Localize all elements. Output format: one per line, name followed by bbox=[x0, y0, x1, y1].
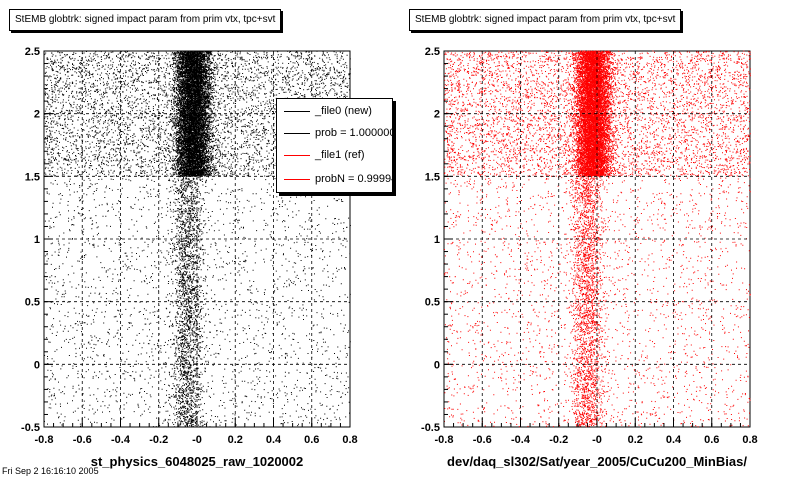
y-tick-label: 0 bbox=[434, 359, 440, 371]
legend-line-file1 bbox=[284, 155, 310, 156]
timestamp-footer: Fri Sep 2 16:16:10 2005 bbox=[2, 466, 99, 476]
x-tick-label: -0.6 bbox=[73, 434, 92, 446]
y-tick-label: 2.5 bbox=[25, 46, 40, 58]
x-tick-label: -0.6 bbox=[473, 434, 492, 446]
left-y-tick-labels: -0.5 0 0.5 1 1.5 2 2.5 bbox=[21, 46, 40, 434]
left-scatter-plot: -0.8 -0.6 -0.4 -0.2 -0 0.2 0.4 0.6 0.8 -0.5 0 0.5 1… bbox=[21, 46, 358, 446]
y-tick-label: -0.5 bbox=[421, 422, 440, 434]
legend-label: _file1 (ref) bbox=[315, 149, 365, 161]
y-tick-label: 2 bbox=[434, 109, 440, 121]
x-tick-label: -0 bbox=[192, 434, 202, 446]
x-tick-label: -0.8 bbox=[35, 434, 54, 446]
x-tick-label: -0.4 bbox=[511, 434, 531, 446]
right-x-axis-label: dev/daq_sl302/Sat/year_2005/CuCu200_MinB… bbox=[447, 454, 747, 469]
left-plot-title: StEMB globtrk: signed impact param from … bbox=[9, 9, 282, 31]
left-x-tick-labels: -0.8 -0.6 -0.4 -0.2 -0 0.2 0.4 0.6 0.8 bbox=[35, 434, 358, 446]
y-tick-label: -0.5 bbox=[21, 422, 40, 434]
legend-label: _file0 (new) bbox=[315, 105, 372, 117]
right-ticks bbox=[443, 50, 751, 428]
y-tick-label: 0.5 bbox=[425, 297, 440, 309]
legend-line-prob bbox=[284, 133, 310, 134]
x-tick-label: -0.4 bbox=[111, 434, 131, 446]
y-tick-label: 0 bbox=[34, 359, 40, 371]
y-tick-label: 0.5 bbox=[25, 297, 40, 309]
y-tick-label: 2.5 bbox=[425, 46, 440, 58]
x-tick-label: 0.4 bbox=[266, 434, 282, 446]
x-tick-label: 0.8 bbox=[342, 434, 357, 446]
left-ticks bbox=[43, 50, 351, 428]
legend-line-probN bbox=[284, 179, 310, 180]
legend-entry: prob = 1.000000 bbox=[277, 123, 393, 143]
legend-entry: probN = 0.99994 bbox=[277, 169, 393, 189]
right-grid bbox=[444, 51, 750, 427]
x-tick-label: 0.4 bbox=[666, 434, 682, 446]
x-tick-label: -0.2 bbox=[549, 434, 568, 446]
y-tick-label: 1.5 bbox=[25, 171, 40, 183]
legend-entry: _file1 (ref) bbox=[277, 145, 392, 165]
right-plot-title: StEMB globtrk: signed impact param from … bbox=[409, 9, 682, 31]
x-tick-label: -0 bbox=[592, 434, 602, 446]
right-scatter-plot: -0.8 -0.6 -0.4 -0.2 -0 0.2 0.4 0.6 0.8 -0.5 0 0.5 1… bbox=[421, 46, 758, 446]
x-tick-label: 0.2 bbox=[628, 434, 643, 446]
y-tick-label: 1.5 bbox=[425, 171, 440, 183]
x-tick-label: -0.2 bbox=[149, 434, 168, 446]
legend-line-file0 bbox=[284, 111, 310, 112]
legend: _file0 (new) prob = 1.000000 _file1 (ref… bbox=[276, 98, 393, 193]
left-x-axis-label: st_physics_6048025_raw_1020002 bbox=[90, 454, 304, 469]
y-tick-label: 1 bbox=[434, 234, 440, 246]
legend-entry: _file0 (new) bbox=[277, 101, 392, 121]
x-tick-label: 0.6 bbox=[704, 434, 719, 446]
x-tick-label: -0.8 bbox=[435, 434, 454, 446]
y-tick-label: 2 bbox=[34, 109, 40, 121]
legend-label: probN = 0.99994 bbox=[315, 173, 393, 185]
y-tick-label: 1 bbox=[34, 234, 40, 246]
x-tick-label: 0.6 bbox=[304, 434, 319, 446]
x-tick-label: 0.8 bbox=[742, 434, 757, 446]
x-tick-label: 0.2 bbox=[228, 434, 243, 446]
right-x-tick-labels: -0.8 -0.6 -0.4 -0.2 -0 0.2 0.4 0.6 0.8 bbox=[435, 434, 758, 446]
legend-label: prob = 1.000000 bbox=[315, 127, 393, 139]
right-y-tick-labels: -0.5 0 0.5 1 1.5 2 2.5 bbox=[421, 46, 440, 434]
